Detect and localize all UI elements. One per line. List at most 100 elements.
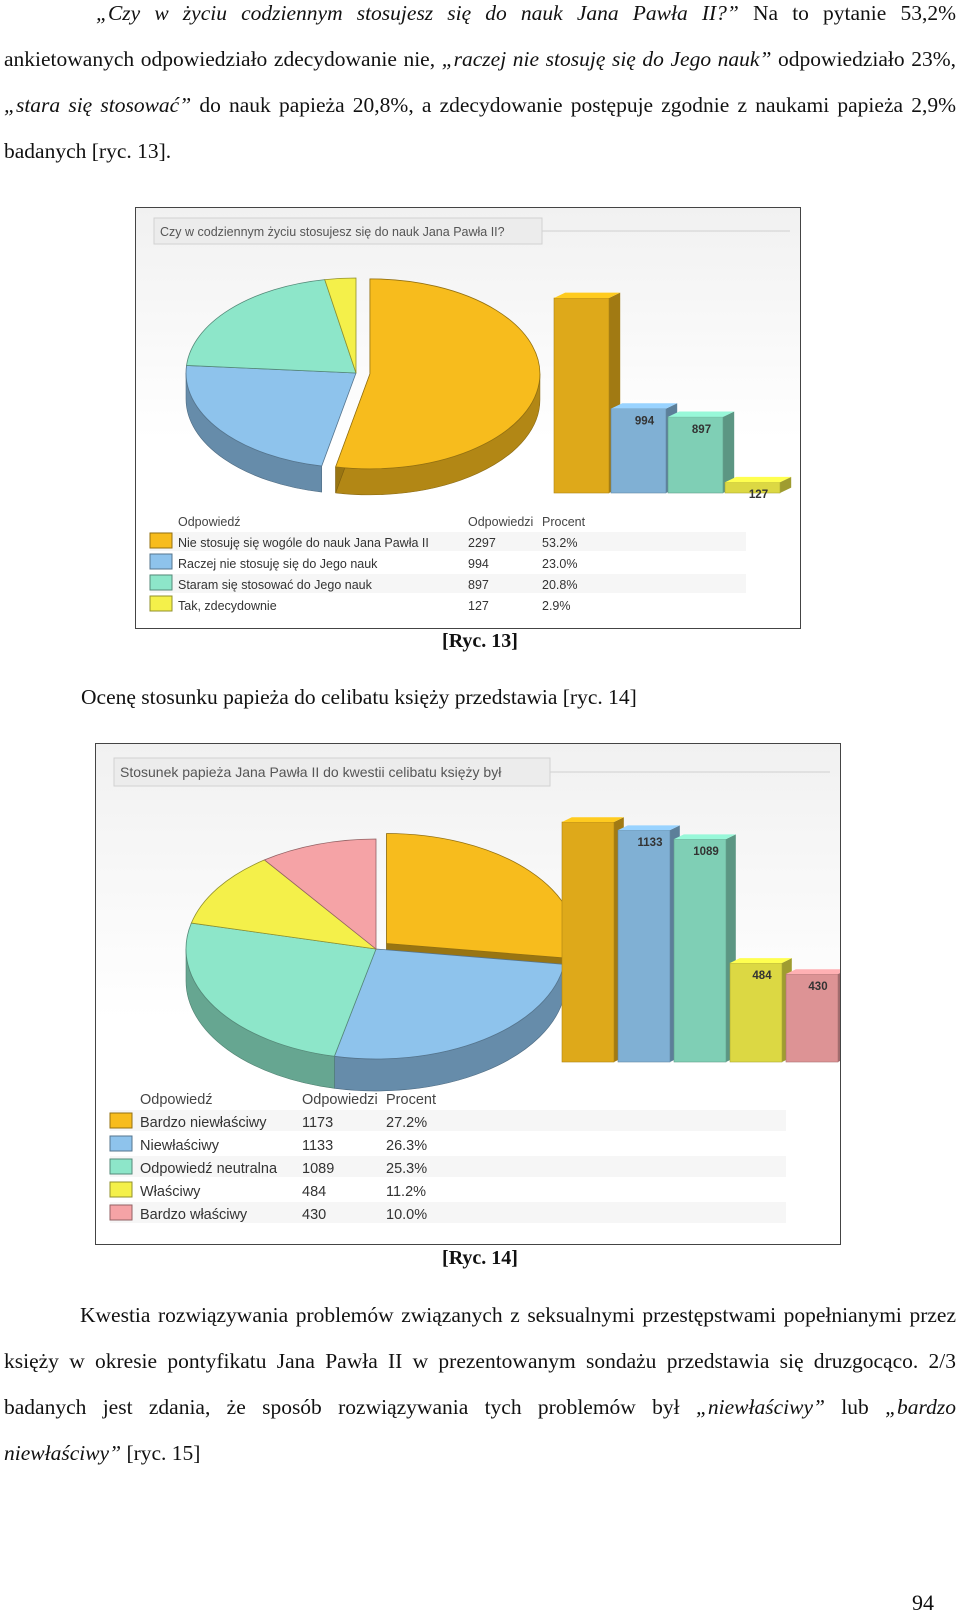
bar-label-3: 1089 (693, 846, 719, 858)
chart-title-box (113, 757, 551, 787)
legend-header-2: Odpowiedzi (302, 1092, 378, 1108)
bar-2 (617, 829, 671, 1063)
bar-group: 1133 1089 484 430 (561, 817, 840, 1063)
figure-13-chart: Czy w codziennym życiu stosujesz się do … (135, 207, 801, 629)
outro-paragraph: Kwestia rozwiązywania problemów związany… (4, 1303, 956, 1465)
pie-group (185, 277, 541, 496)
bar-top-1 (562, 817, 624, 822)
chart-title: Czy w codziennym życiu stosujesz się do … (160, 225, 505, 239)
legend-percent-3: 20.8% (542, 578, 577, 592)
legend-swatch-2 (149, 553, 173, 570)
bar-label-2: 994 (635, 416, 655, 428)
legend-value-2: 1133 (302, 1138, 333, 1154)
bar-label-5: 430 (808, 981, 827, 993)
legend-row-bg-3 (150, 574, 746, 593)
bar-4 (729, 962, 783, 1063)
legend-header-3: Procent (542, 515, 586, 529)
legend-category-4: Właściwy (140, 1184, 201, 1200)
middle-text: Ocenę stosunku papieża do celibatu księż… (81, 685, 637, 709)
bar-3 (667, 416, 724, 494)
bar-1 (553, 297, 610, 494)
page-number: 94 (912, 1590, 934, 1615)
legend: Odpowiedź Odpowiedzi Procent Bardzo niewłaś… (109, 1092, 786, 1223)
legend-row-bg-4 (150, 595, 746, 614)
pie-slice-3 (185, 922, 377, 1057)
bar-top-3 (674, 834, 736, 840)
bar-group: 994 897 127 (553, 292, 792, 501)
legend-category-1: Bardzo niewłaściwy (140, 1115, 267, 1131)
chart-14-svg: Stosunek papieża Jana Pawła II do kwesti… (96, 744, 840, 1244)
legend-value-4: 127 (468, 599, 489, 613)
chart-title-box (153, 217, 543, 245)
legend-header-3: Procent (386, 1092, 436, 1108)
legend-percent-1: 27.2% (386, 1115, 427, 1131)
bar-side-4 (780, 476, 792, 493)
legend-percent-4: 2.9% (542, 599, 571, 613)
legend-value-5: 430 (302, 1207, 326, 1223)
bar-label-3: 897 (692, 424, 711, 436)
legend-swatch-5 (109, 1204, 133, 1221)
bar-1 (561, 821, 615, 1063)
legend-swatch-2 (109, 1135, 133, 1152)
figure-14-caption: [Ryc. 14] (442, 1247, 518, 1269)
bar-2 (610, 408, 667, 494)
legend-row-bg-3 (110, 1156, 786, 1177)
pie-slice-4 (324, 277, 357, 374)
legend-header-1: Odpowiedź (178, 515, 241, 529)
bar-top-5 (786, 969, 840, 975)
legend-row-bg-2 (110, 1133, 786, 1154)
legend-category-1: Nie stosuję się wogóle do nauk Jana Pawł… (178, 536, 429, 550)
legend-value-4: 484 (302, 1184, 326, 1200)
figure-14-chart: Stosunek papieża Jana Pawła II do kwesti… (95, 743, 841, 1245)
legend-header-2: Odpowiedzi (468, 515, 533, 529)
intro-paragraph: „Czy w życiu codziennym stosujesz się do… (4, 1, 956, 163)
bar-5 (785, 973, 839, 1063)
pie-slice-3 (186, 279, 357, 374)
bar-side-5 (838, 973, 840, 1062)
legend-value-3: 1089 (302, 1161, 334, 1177)
pie-slice-2 (185, 365, 357, 467)
legend-percent-2: 26.3% (386, 1138, 427, 1154)
legend-value-1: 1173 (302, 1115, 333, 1131)
pie-slice-4 (190, 859, 378, 950)
legend-swatch-3 (149, 574, 173, 591)
bar-top-4 (730, 958, 792, 963)
bar-side-3 (723, 411, 735, 493)
legend-row-bg-1 (150, 532, 746, 551)
bar-3 (673, 838, 727, 1063)
bar-label-4: 484 (752, 970, 772, 982)
legend-percent-1: 53.2% (542, 536, 577, 550)
legend-category-2: Niewłaściwy (140, 1138, 220, 1154)
legend-category-5: Bardzo właściwy (140, 1207, 248, 1223)
legend-value-2: 994 (468, 557, 489, 571)
legend-value-1: 2297 (468, 536, 496, 550)
bar-top-3 (668, 411, 735, 417)
legend-row-bg-1 (110, 1110, 786, 1131)
pie-slice-2 (333, 948, 565, 1060)
legend-swatch-4 (149, 595, 173, 612)
legend-percent-3: 25.3% (386, 1161, 427, 1177)
legend-category-4: Tak, zdecydownie (178, 599, 277, 613)
legend-swatch-4 (109, 1181, 133, 1198)
bar-top-2 (618, 825, 680, 831)
legend-header-1: Odpowiedź (140, 1092, 213, 1108)
bar-top-2 (611, 403, 678, 409)
bar-label-4: 127 (749, 489, 768, 501)
legend-percent-2: 23.0% (542, 557, 577, 571)
legend-value-3: 897 (468, 578, 489, 592)
bar-top-1 (554, 292, 621, 298)
legend-swatch-1 (149, 532, 173, 549)
legend: Odpowiedź Odpowiedzi Procent Nie stosuję si… (149, 515, 746, 614)
figure-13-caption: [Ryc. 13] (442, 630, 518, 652)
chart-title: Stosunek papieża Jana Pawła II do kwesti… (120, 764, 502, 780)
pie-slice-5 (263, 838, 377, 950)
legend-category-3: Odpowiedź neutralna (140, 1161, 278, 1177)
legend-swatch-1 (109, 1112, 133, 1129)
bar-label-2: 1133 (638, 837, 663, 849)
chart-13-svg: Czy w codziennym życiu stosujesz się do … (136, 208, 800, 628)
pie-slice-1 (335, 278, 541, 470)
bar-top-4 (725, 476, 792, 483)
legend-row-bg-4 (110, 1179, 786, 1200)
legend-row-bg-5 (110, 1202, 786, 1223)
legend-swatch-3 (109, 1158, 133, 1175)
